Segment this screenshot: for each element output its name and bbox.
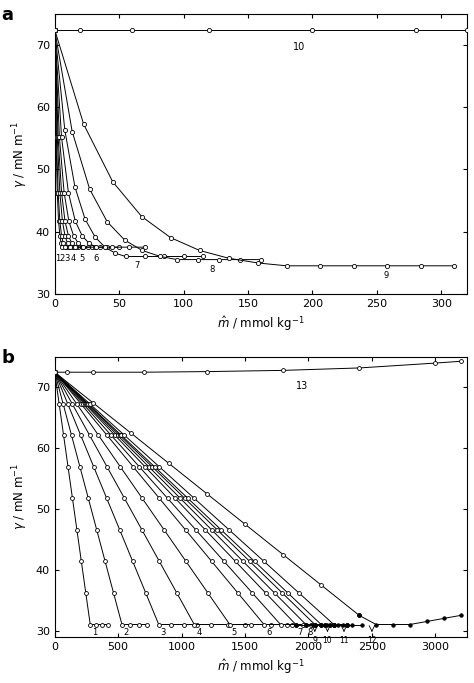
Text: 12: 12 [367,636,377,645]
Text: 8: 8 [210,264,215,274]
Text: 1: 1 [55,254,61,263]
Text: 13: 13 [296,381,308,391]
X-axis label: $\hat{m}$ / mmol kg$^{-1}$: $\hat{m}$ / mmol kg$^{-1}$ [217,657,305,676]
X-axis label: $\hat{m}$ / mmol kg$^{-1}$: $\hat{m}$ / mmol kg$^{-1}$ [217,314,305,333]
Y-axis label: $\gamma$ / mN m$^{-1}$: $\gamma$ / mN m$^{-1}$ [10,463,30,531]
Text: 3: 3 [64,254,70,263]
Text: 5: 5 [79,254,84,263]
Text: 9: 9 [383,270,389,280]
Text: 10: 10 [293,42,305,52]
Text: 10: 10 [323,636,332,645]
Text: 2: 2 [59,254,64,263]
Text: 5: 5 [232,628,237,637]
Text: 8: 8 [308,628,313,637]
Text: 1: 1 [92,628,97,637]
Text: 4: 4 [196,628,201,637]
Text: 6: 6 [266,628,271,637]
Text: 11: 11 [339,636,349,645]
Text: 6: 6 [93,254,99,263]
Text: 7: 7 [135,262,140,270]
Text: 7: 7 [298,628,303,637]
Text: 3: 3 [161,628,166,637]
Text: 2: 2 [124,628,129,637]
Text: b: b [1,348,14,367]
Text: a: a [1,5,13,24]
Text: 4: 4 [70,254,75,263]
Text: 9: 9 [312,636,317,645]
Y-axis label: $\gamma$ / mN m$^{-1}$: $\gamma$ / mN m$^{-1}$ [10,120,30,188]
